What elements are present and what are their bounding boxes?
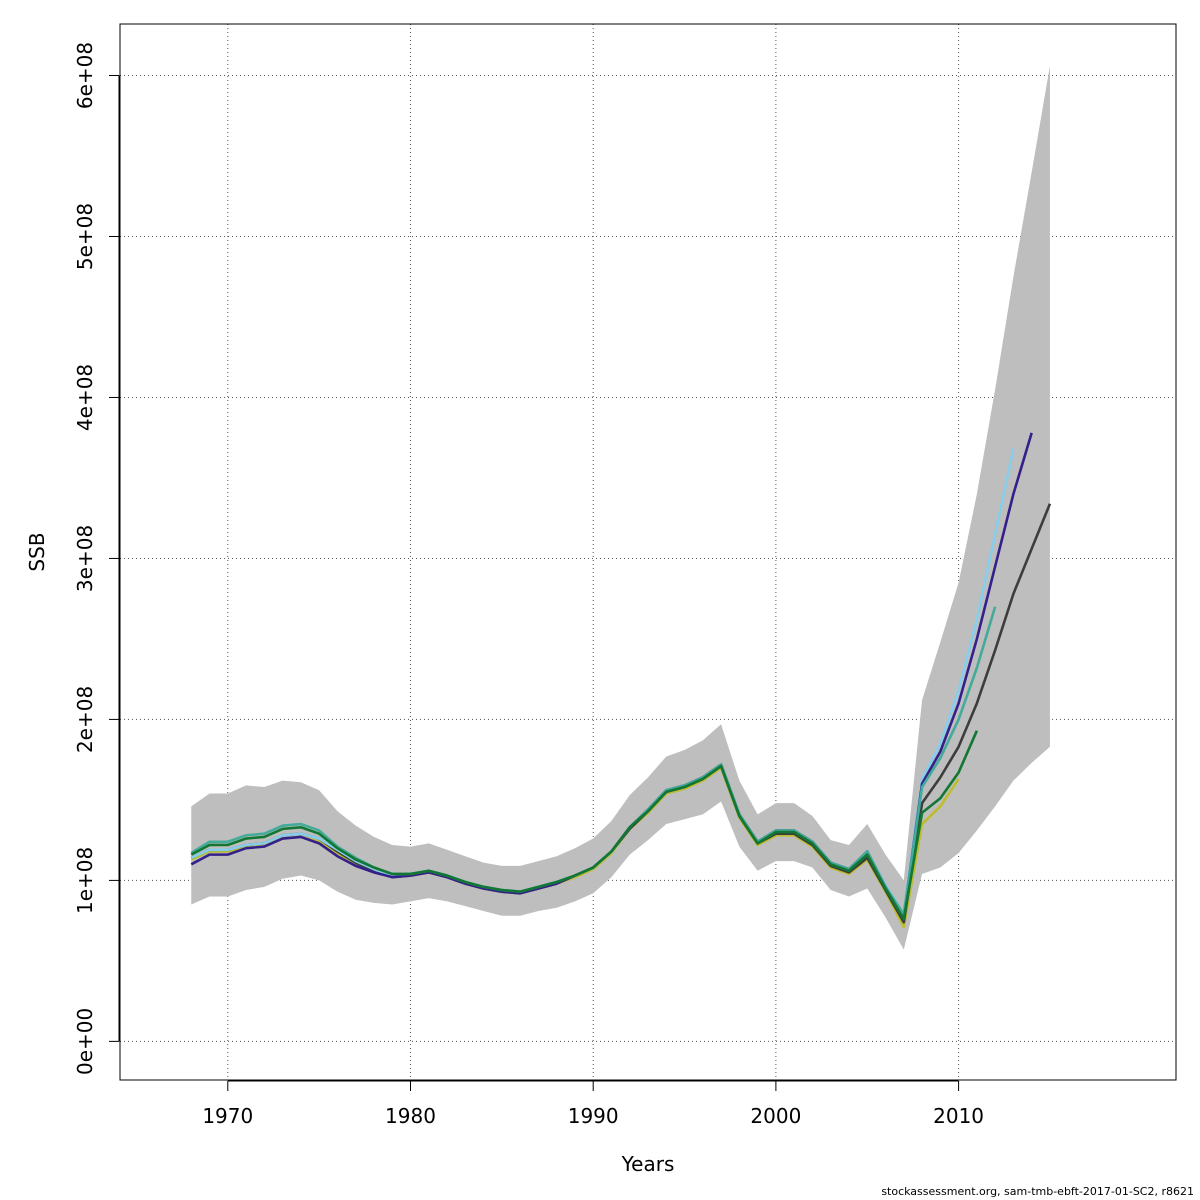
y-tick-label: 5e+08 (73, 203, 97, 270)
y-axis-title: SSB (25, 532, 49, 571)
y-tick-label: 2e+08 (73, 686, 97, 753)
series-line-6 (190, 730, 979, 921)
x-tick-label: 1970 (202, 1104, 253, 1128)
x-tick-label: 1980 (385, 1104, 436, 1128)
x-axis-title: Years (621, 1152, 675, 1176)
x-tick-label: 1990 (568, 1104, 619, 1128)
y-tick-label: 6e+08 (73, 42, 97, 109)
series-line-1 (190, 766, 960, 929)
plot-frame (119, 23, 1177, 1081)
series-lines (190, 432, 1052, 929)
confidence-band (191, 65, 1050, 950)
y-tick-label: 1e+08 (73, 847, 97, 914)
y-tick-label: 4e+08 (73, 364, 97, 431)
footer-credit: stockassessment.org, sam-tmb-ebft-2017-0… (881, 1185, 1194, 1198)
axes: 1970 1980 1990 2000 2010 0e+00 1e+08 2e+08 3e+08… (73, 42, 984, 1128)
x-tick-label: 2000 (750, 1104, 801, 1128)
y-tick-label: 3e+08 (73, 525, 97, 592)
y-tick-label: 0e+00 (73, 1008, 97, 1075)
x-tick-label: 2010 (933, 1104, 984, 1128)
confidence-band-area (191, 65, 1050, 950)
